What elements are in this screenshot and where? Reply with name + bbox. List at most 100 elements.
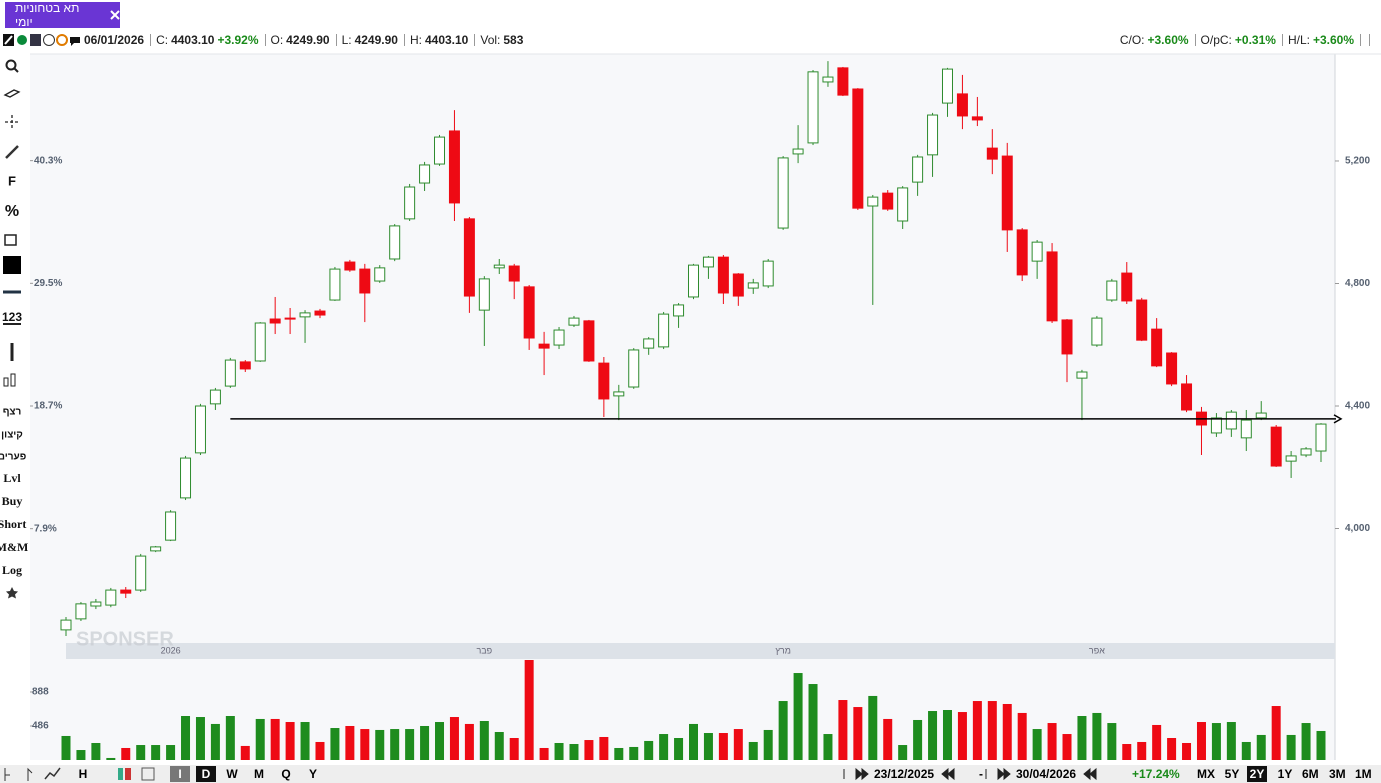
date-dash: -: [979, 767, 983, 781]
volume-bar: [1002, 703, 1012, 760]
candle-body: [628, 349, 640, 388]
candle-body: [1016, 229, 1028, 276]
candle-body: [837, 67, 849, 96]
volume-bar: [1316, 730, 1326, 760]
chart: F% 123 רצף קיצון פערים Lvl Buy Short M&M Log 4,000…: [0, 53, 1381, 760]
toolbar-item[interactable]: Buy: [2, 494, 23, 508]
date-nav[interactable]: [840, 765, 1140, 783]
info-value: 583: [503, 33, 524, 47]
volume-bar: [225, 716, 235, 760]
range-button[interactable]: 1M: [1355, 767, 1372, 781]
candle-body: [807, 71, 819, 144]
candle-body: [688, 264, 699, 298]
toolbar-item[interactable]: קיצון: [1, 430, 23, 441]
volume-bar: [255, 718, 265, 760]
x-tick-label: 2026: [161, 645, 181, 655]
volume-bar: [524, 660, 534, 760]
nav-arrow[interactable]: [1083, 767, 1097, 781]
bottom-bar: H I D W M Q Y 23/12/2025 - 30/04/2026 +17.24% MX 5Y 2…: [0, 765, 1381, 783]
toolbar-item[interactable]: Short: [0, 517, 26, 531]
candle-body: [598, 362, 610, 400]
candle-body: [508, 265, 520, 282]
volume-bar: [703, 733, 713, 760]
range-button[interactable]: 6M: [1302, 767, 1319, 781]
candle-body: [882, 192, 894, 210]
tab-close[interactable]: [110, 10, 120, 20]
bottom-button[interactable]: I: [170, 766, 190, 782]
nav-arrow[interactable]: [985, 767, 1011, 781]
info-bar: 06/01/2026 C: 4403.10 +3.92% O: 4249.90 …: [84, 32, 526, 48]
volume-bar: [106, 757, 116, 760]
range-button[interactable]: MX: [1197, 767, 1215, 781]
info-value: 4249.90: [286, 33, 330, 47]
bottom-button[interactable]: W: [226, 767, 238, 781]
y-tick-label: 5,200: [1345, 156, 1370, 167]
volume-bar: [1256, 734, 1266, 760]
candle-body: [299, 312, 311, 318]
volume-bar: [868, 695, 878, 760]
toolbar-item[interactable]: פערים: [0, 452, 26, 463]
toolbar-item[interactable]: 123: [2, 310, 22, 324]
volume-bar: [390, 729, 400, 760]
volume-bar: [823, 734, 833, 760]
volume-bar: [420, 725, 430, 760]
bottom-button[interactable]: M: [254, 767, 264, 781]
candle-body: [1181, 383, 1193, 411]
date-to: 30/04/2026: [1016, 767, 1077, 781]
bottom-button[interactable]: D: [196, 766, 216, 782]
toolbar-item[interactable]: Log: [2, 563, 22, 577]
volume-bar: [1122, 744, 1132, 760]
candle-body: [568, 317, 580, 326]
volume-bar: [479, 720, 489, 760]
candle-body: [209, 389, 221, 405]
volume-bar: [733, 729, 743, 760]
volume-bar: [300, 722, 310, 760]
toolbar-item[interactable]: Lvl: [3, 471, 21, 485]
candle-body: [852, 88, 864, 209]
range-button[interactable]: 5Y: [1224, 767, 1240, 781]
y2-tick-label: 7.9%: [34, 523, 57, 534]
candle-body: [1255, 412, 1267, 419]
range-button[interactable]: 3M: [1329, 767, 1346, 781]
candle-body: [404, 186, 416, 220]
candle-body: [702, 256, 714, 268]
candle-body: [1151, 328, 1163, 367]
candle-body: [1210, 417, 1222, 434]
volume-bar: [464, 723, 474, 760]
volume-bar: [509, 738, 519, 760]
volume-tick-label: 486: [32, 721, 49, 732]
candle-body: [792, 148, 804, 155]
toolbar-item[interactable]: F: [8, 173, 16, 188]
nav-arrow[interactable]: [843, 767, 869, 781]
candle-body: [105, 589, 117, 606]
range-button[interactable]: 1Y: [1277, 767, 1293, 781]
candle-body: [75, 603, 87, 620]
candle-body: [1031, 241, 1043, 262]
toolbar-item[interactable]: רצף: [3, 407, 22, 418]
info-value: 4403.10: [424, 33, 469, 47]
nav-arrow[interactable]: [941, 767, 955, 781]
bottom-button[interactable]: Y: [308, 767, 317, 781]
candle-body: [1121, 272, 1133, 302]
toolbar[interactable]: [3, 59, 21, 599]
range-button[interactable]: 2Y: [1247, 766, 1267, 782]
candle-body: [553, 329, 565, 346]
volume-bar: [1241, 741, 1251, 760]
volume-bar: [375, 729, 385, 760]
volume-bar: [121, 747, 131, 760]
volume-bar: [435, 722, 445, 760]
candle-body: [1240, 419, 1252, 439]
candle-body: [1136, 299, 1148, 341]
volume-tick-label: 888: [32, 687, 49, 698]
x-tick-label: מרץ: [775, 645, 791, 655]
toolbar-item[interactable]: %: [5, 203, 19, 220]
info-icons: [3, 34, 80, 46]
bottom-button[interactable]: Q: [281, 767, 291, 781]
volume-bar: [360, 729, 370, 760]
tab[interactable]: תא בטחוניות יומי: [5, 1, 120, 29]
volume-bar: [181, 716, 191, 760]
bottom-button[interactable]: H: [78, 767, 88, 781]
candle-body: [941, 68, 953, 104]
toolbar-item[interactable]: M&M: [0, 540, 28, 554]
candle-body: [90, 601, 102, 607]
